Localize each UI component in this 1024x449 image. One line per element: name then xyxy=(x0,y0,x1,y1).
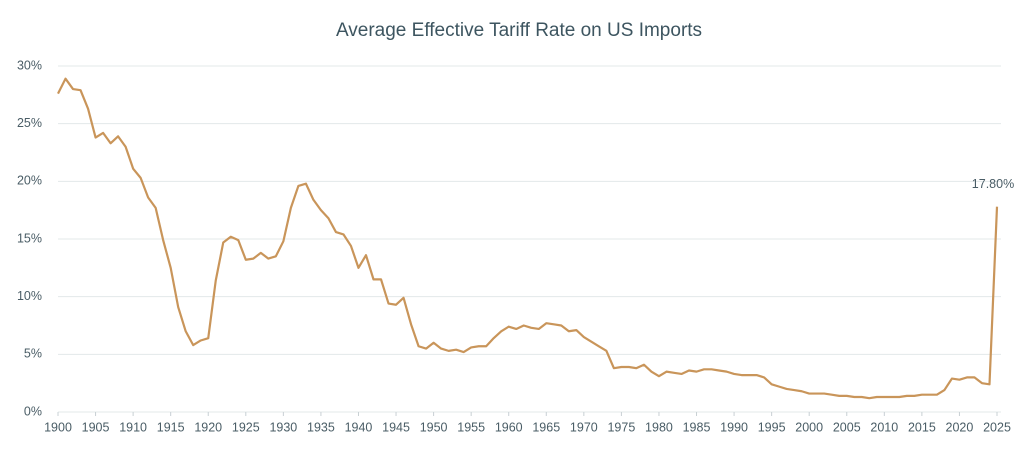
y-tick-label: 30% xyxy=(17,58,42,72)
y-tick-label: 10% xyxy=(17,289,42,303)
x-tick-label: 1945 xyxy=(382,420,410,434)
x-tick-label: 2005 xyxy=(833,420,861,434)
data-line xyxy=(57,77,999,400)
x-tick-label: 1955 xyxy=(457,420,485,434)
data-label: 17.80% xyxy=(972,177,1014,191)
x-tick-label: 1940 xyxy=(345,420,373,434)
chart-title: Average Effective Tariff Rate on US Impo… xyxy=(336,20,702,41)
x-tick-label: 1970 xyxy=(570,420,598,434)
x-tick-label: 1965 xyxy=(532,420,560,434)
y-tick-label: 15% xyxy=(17,231,42,245)
y-tick-label: 20% xyxy=(17,174,42,188)
x-tick-label: 1920 xyxy=(194,420,222,434)
x-tick-label: 2000 xyxy=(795,420,823,434)
x-tick-label: 2020 xyxy=(946,420,974,434)
x-tick-label: 1950 xyxy=(420,420,448,434)
y-tick-label: 0% xyxy=(24,404,42,418)
x-tick-label: 1915 xyxy=(157,420,185,434)
x-tick-label: 1980 xyxy=(645,420,673,434)
x-tick-label: 1995 xyxy=(758,420,786,434)
x-tick-label: 1990 xyxy=(720,420,748,434)
y-tick-label: 25% xyxy=(17,116,42,130)
x-tick-label: 1975 xyxy=(607,420,635,434)
x-tick-label: 2015 xyxy=(908,420,936,434)
x-tick-label: 1910 xyxy=(119,420,147,434)
x-tick-label: 1900 xyxy=(44,420,72,434)
x-tick-label: 1930 xyxy=(269,420,297,434)
x-tick-label: 2025 xyxy=(983,420,1011,434)
x-tick-label: 1985 xyxy=(683,420,711,434)
y-tick-label: 5% xyxy=(24,347,42,361)
x-tick-label: 1925 xyxy=(232,420,260,434)
x-tick-label: 2010 xyxy=(870,420,898,434)
x-tick-label: 1905 xyxy=(82,420,110,434)
x-tick-label: 1935 xyxy=(307,420,335,434)
x-tick-label: 1960 xyxy=(495,420,523,434)
